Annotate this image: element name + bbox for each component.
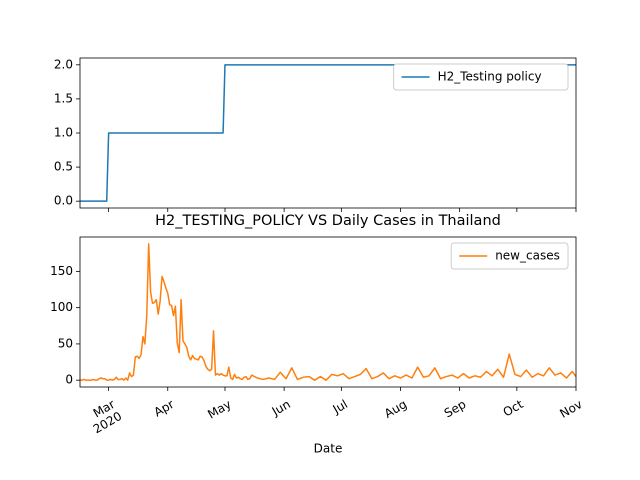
chart-title: H2_TESTING_POLICY VS Daily Cases in Thai… [155,213,501,229]
y-tick-label: 2.0 [54,57,73,71]
y-tick-label: 1.0 [54,126,73,140]
y-tick-label: 1.5 [54,91,73,105]
data-line [80,64,576,202]
y-tick-label: 100 [50,300,73,314]
y-tick-label: 50 [58,336,73,350]
x-tick-label: Jul [329,397,349,417]
legend-label: H2_Testing policy [438,70,542,84]
axes-frame [79,236,577,388]
legend-box [450,242,569,270]
y-tick-label: 0.5 [54,160,73,174]
data-line [80,243,577,381]
legend-box [393,63,569,91]
legend-label: new_cases [495,249,560,263]
y-tick-label: 0.0 [54,194,73,208]
y-tick-label: 0 [65,373,73,387]
x-axis-label: Date [314,442,343,456]
y-tick-label: 150 [50,264,73,278]
axes-frame [79,57,577,209]
